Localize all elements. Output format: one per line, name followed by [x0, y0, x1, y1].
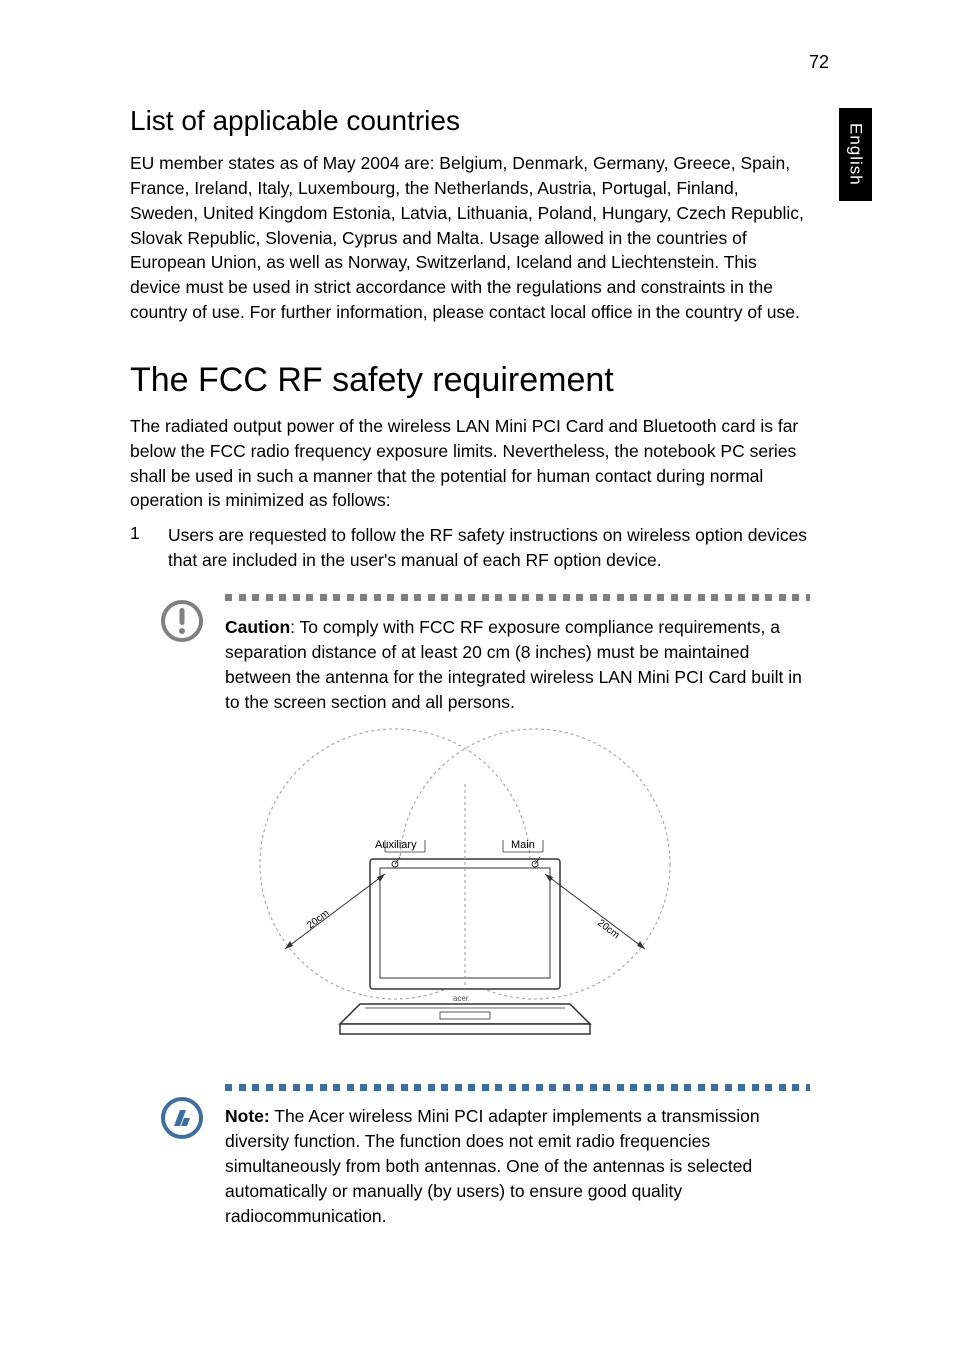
left-dist: 20cm — [305, 908, 331, 932]
note-icon — [160, 1096, 204, 1140]
antenna-diagram: Auxiliary Main 20cm 20cm acer — [225, 724, 705, 1054]
list-text: Users are requested to follow the RF saf… — [168, 523, 810, 573]
caution-label: Caution — [225, 617, 290, 637]
section1-heading: List of applicable countries — [130, 105, 810, 137]
note-body: The Acer wireless Mini PCI adapter imple… — [225, 1106, 760, 1225]
note-text: Note: The Acer wireless Mini PCI adapter… — [225, 1104, 810, 1228]
page-content: List of applicable countries EU member s… — [130, 105, 810, 1229]
main-label: Main — [511, 839, 535, 851]
caution-text: Caution: To comply with FCC RF exposure … — [225, 615, 810, 714]
note-callout: Note: The Acer wireless Mini PCI adapter… — [130, 1082, 810, 1228]
caution-divider — [225, 593, 810, 603]
list-number: 1 — [130, 523, 168, 573]
aux-label: Auxiliary — [375, 839, 417, 851]
brand-label: acer — [453, 994, 469, 1003]
note-divider — [225, 1082, 810, 1092]
caution-callout: Caution: To comply with FCC RF exposure … — [130, 593, 810, 1054]
language-tab: English — [839, 108, 872, 201]
section1-body: EU member states as of May 2004 are: Bel… — [130, 151, 810, 325]
list-item-1: 1 Users are requested to follow the RF s… — [130, 523, 810, 573]
caution-body: : To comply with FCC RF exposure complia… — [225, 617, 802, 712]
caution-icon — [160, 599, 204, 643]
section2-body: The radiated output power of the wireles… — [130, 414, 810, 513]
page-number: 72 — [809, 52, 829, 73]
note-label: Note: — [225, 1106, 270, 1126]
section2-heading: The FCC RF safety requirement — [130, 361, 810, 400]
